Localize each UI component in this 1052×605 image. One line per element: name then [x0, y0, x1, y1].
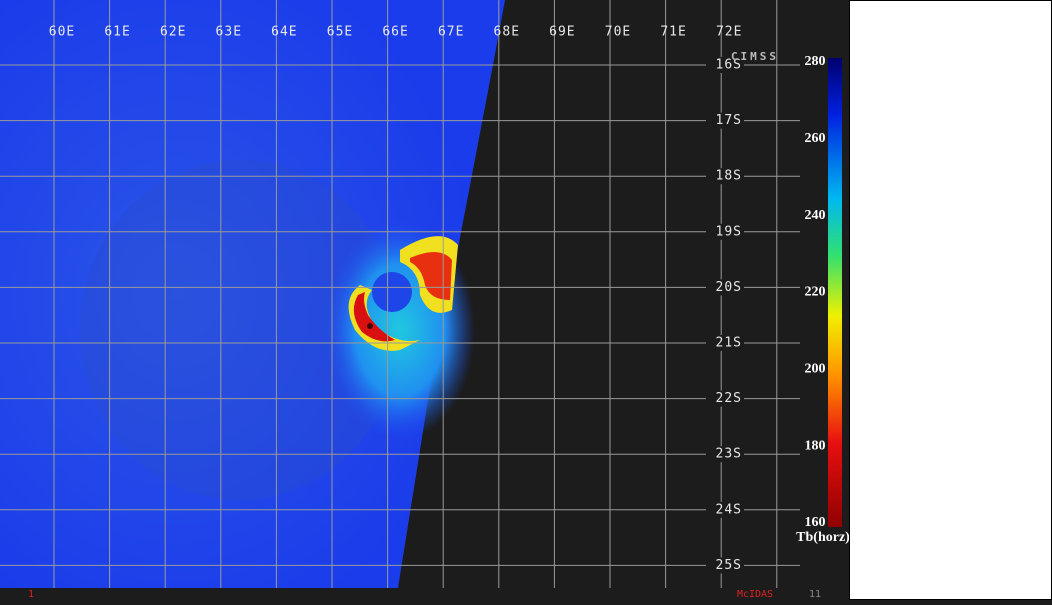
colorbar — [828, 58, 842, 527]
longitude-label: 65E — [327, 25, 353, 40]
longitude-label: 71E — [660, 25, 686, 40]
latitude-label-bg — [706, 223, 744, 240]
latitude-label-bg — [706, 446, 744, 463]
latitude-label-bg — [706, 557, 744, 574]
longitude-label: 62E — [160, 25, 186, 40]
latitude-label-bg — [706, 335, 744, 351]
latitude-label-bg — [706, 168, 744, 185]
latitude-label: 25S — [716, 558, 742, 573]
latitude-label-bg — [706, 390, 744, 407]
longitude-label: 72E — [716, 25, 742, 40]
labels: 60E 61E 62E 63E 64E 65E 66E 67E 68E 69E 70E 71E 72E 1… — [49, 25, 744, 574]
cloud-band — [80, 160, 400, 500]
colorbar-tick: 240 — [805, 208, 826, 223]
longitude-label: 69E — [549, 25, 575, 40]
colorbar-tick: 260 — [805, 131, 826, 146]
longitude-label: 63E — [216, 25, 242, 40]
latitude-label-bg — [706, 279, 744, 296]
swath — [0, 0, 505, 588]
latitude-label-bg — [706, 112, 744, 129]
colorbar-tick: 200 — [805, 362, 826, 377]
colorbar-tick: 160 — [805, 515, 826, 530]
latitude-label: 19S — [716, 224, 742, 239]
colorbar-tick: 220 — [805, 285, 826, 300]
latitude-label-bg — [706, 57, 744, 73]
latitude-label: 24S — [716, 502, 742, 517]
latitude-label-bg — [706, 501, 744, 518]
eyewall-peak — [367, 323, 373, 329]
longitude-label: 68E — [494, 25, 520, 40]
footer-center: McIDAS — [737, 589, 773, 600]
eyewall-core — [410, 251, 452, 300]
footer-right: 11 — [809, 589, 821, 600]
eyewall-core — [353, 292, 395, 342]
latitude-label: 22S — [716, 391, 742, 406]
latitude-label: 16S — [716, 58, 742, 73]
longitude-label: 64E — [271, 25, 297, 40]
eye — [372, 272, 412, 312]
colorbar-tick: 280 — [805, 54, 826, 69]
longitude-label: 70E — [605, 25, 631, 40]
colorbar-label: Tb(horz) — [796, 530, 850, 545]
longitude-label: 60E — [49, 25, 75, 40]
latitude-label: 20S — [716, 280, 742, 295]
side-panel — [849, 0, 1052, 600]
logo: CIMSS — [731, 50, 779, 63]
latitude-label: 21S — [716, 336, 742, 351]
longitude-label: 66E — [382, 25, 408, 40]
latitude-label: 18S — [716, 169, 742, 184]
footer-left: 1 — [28, 589, 34, 600]
latitude-label: 23S — [716, 447, 742, 462]
colorbar-tick: 180 — [805, 438, 826, 453]
latitude-label: 17S — [716, 113, 742, 128]
longitude-label: 61E — [104, 25, 130, 40]
longitude-label: 67E — [438, 25, 464, 40]
